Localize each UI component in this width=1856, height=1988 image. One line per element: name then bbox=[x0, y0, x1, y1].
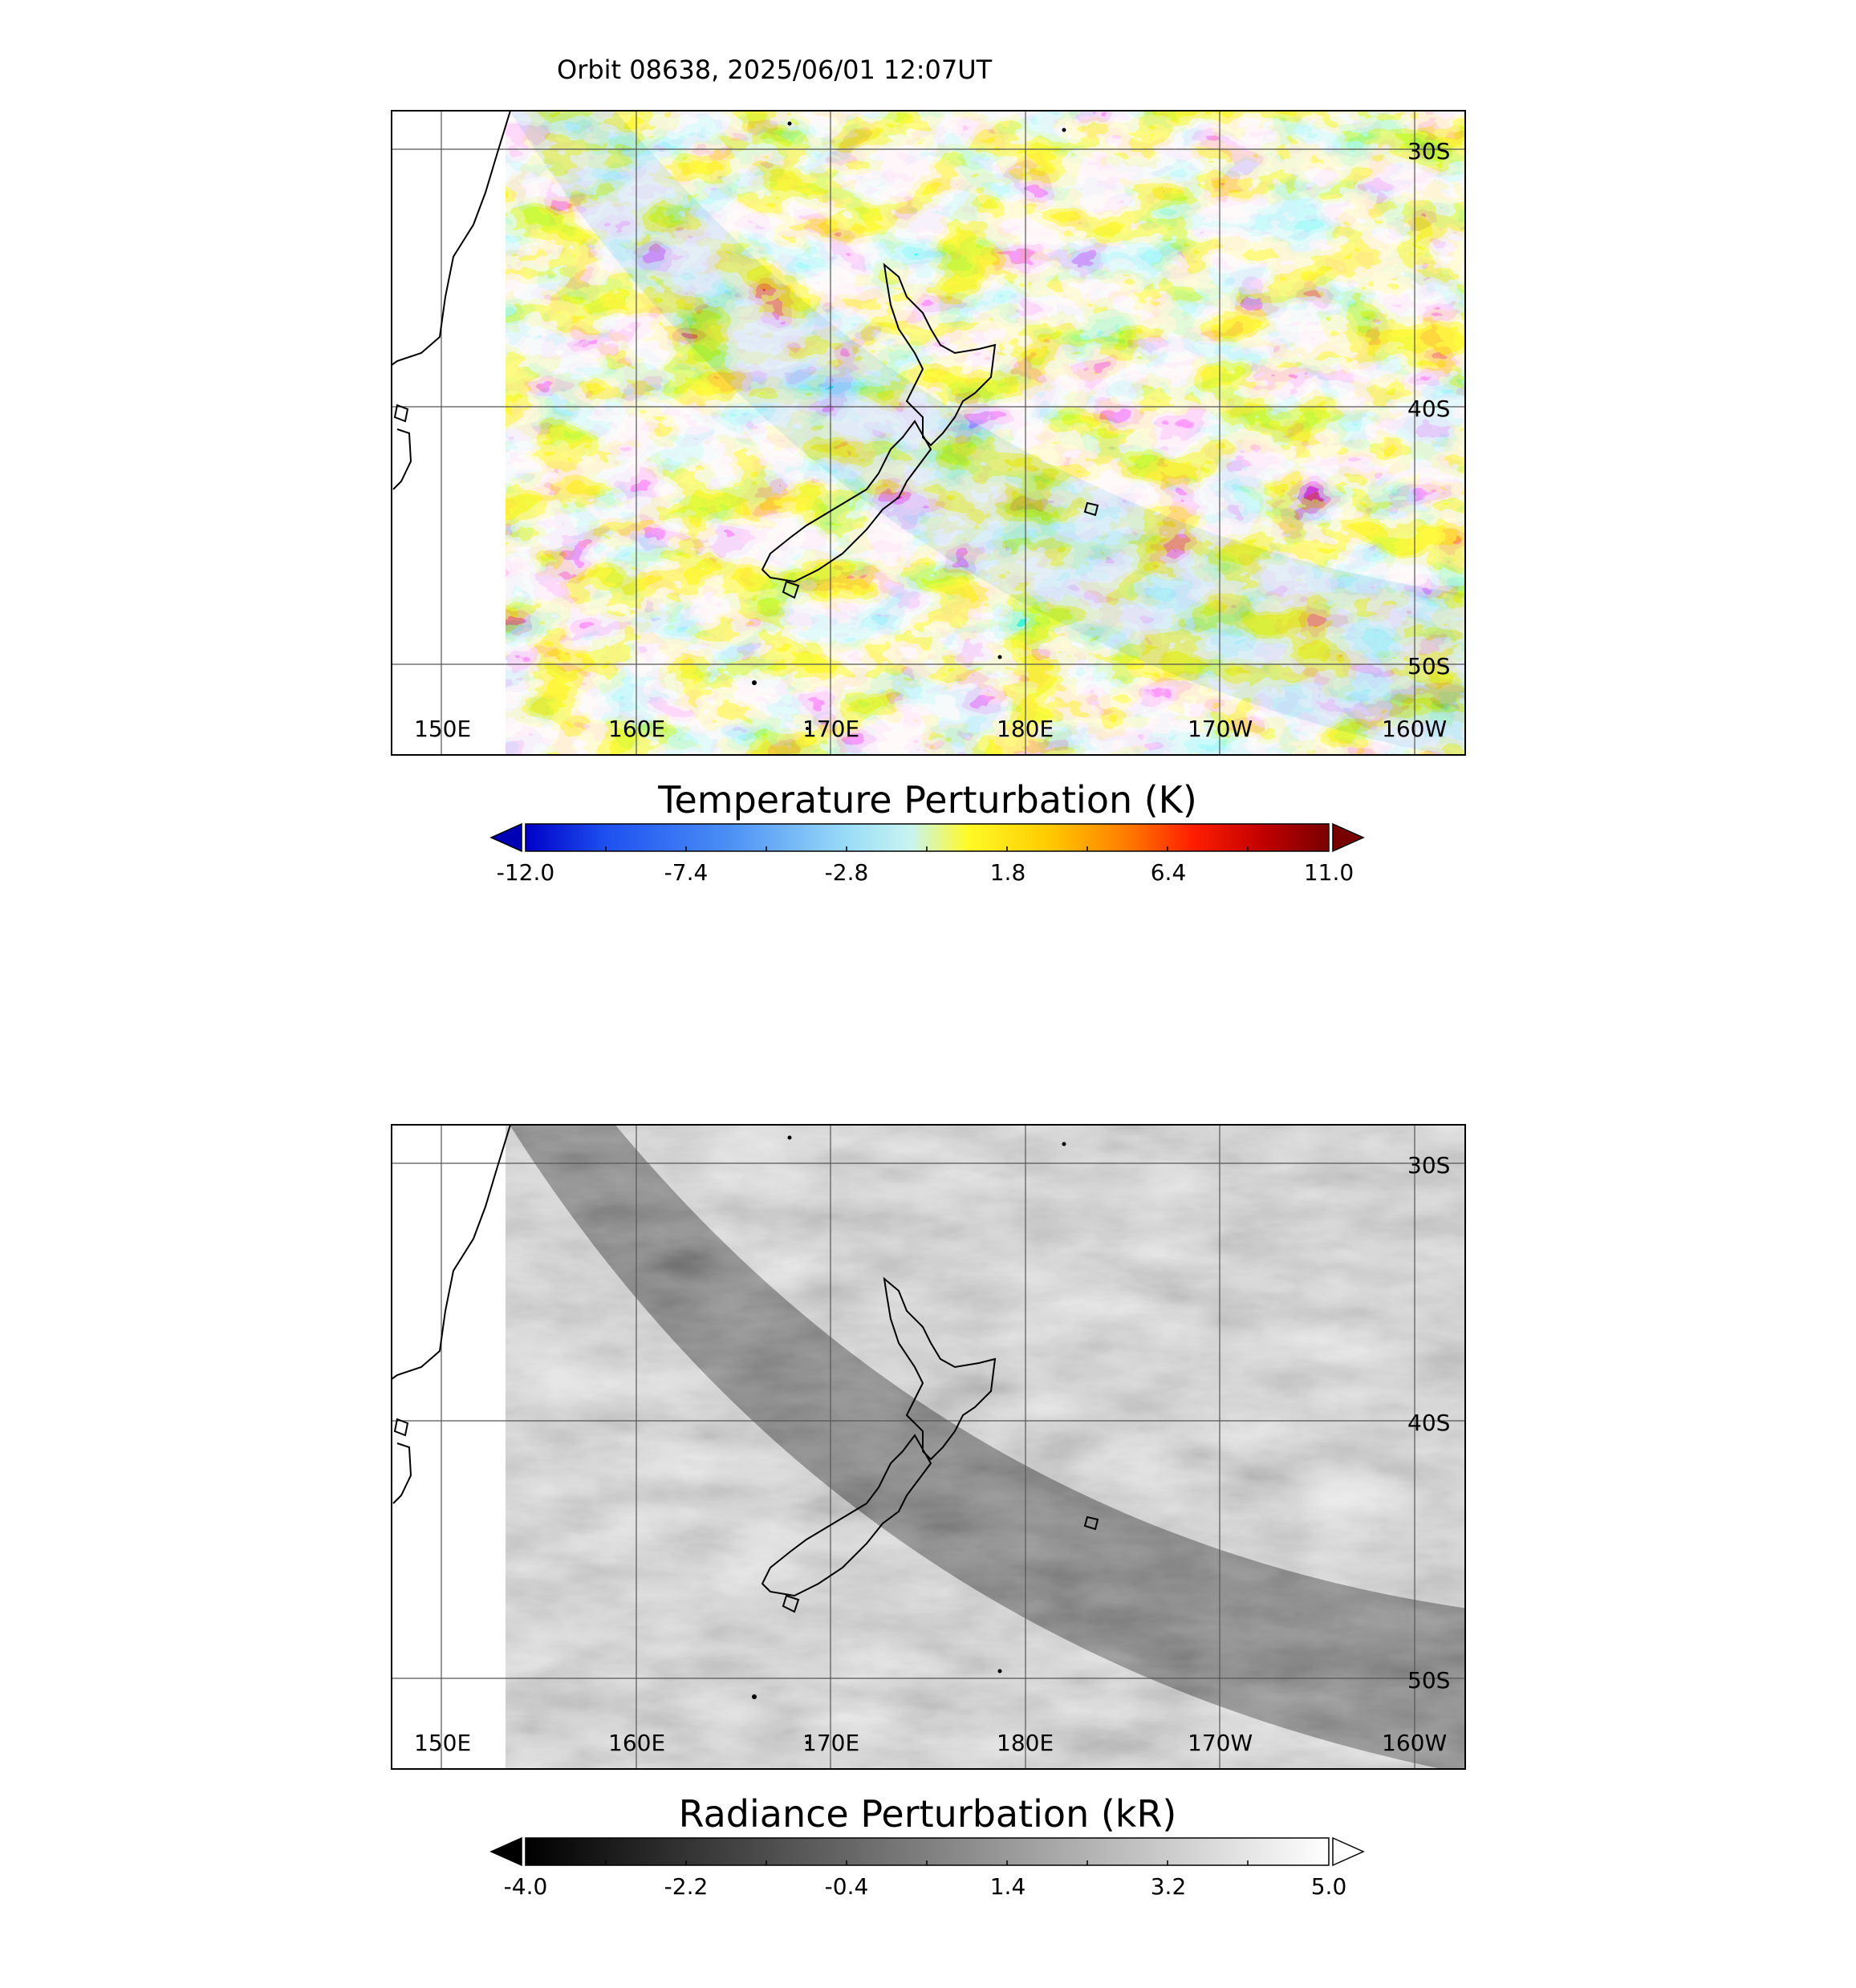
colorbar-tick-label: 1.4 bbox=[990, 1873, 1026, 1900]
colorbar-tick-label: 6.4 bbox=[1151, 859, 1187, 886]
colorbar-high-arrow bbox=[1332, 1836, 1365, 1867]
tasmania-coast bbox=[392, 1418, 412, 1504]
lon-label: 160E bbox=[608, 1730, 665, 1756]
stewart-island bbox=[782, 580, 800, 599]
temperature-colorbar: Temperature Perturbation (K) -12.0 -7.4 … bbox=[489, 778, 1365, 886]
lat-label: 40S bbox=[1407, 1410, 1450, 1436]
chatham-island bbox=[1083, 501, 1099, 517]
small-islands bbox=[752, 1135, 1066, 1744]
lon-labels-top: 150E 160E 170E 180E 170W 160W bbox=[414, 716, 1447, 742]
colorbar-tick-label: 11.0 bbox=[1304, 859, 1354, 886]
colorbar-tick-label: -2.2 bbox=[664, 1873, 709, 1900]
temperature-colorbar-title: Temperature Perturbation (K) bbox=[657, 778, 1197, 822]
lon-label: 170W bbox=[1188, 716, 1253, 742]
nz-north-island bbox=[883, 262, 997, 447]
colorbar-tick-label: -12.0 bbox=[497, 859, 554, 886]
lat-label: 30S bbox=[1407, 1152, 1450, 1179]
colorbar-tick-label: 3.2 bbox=[1151, 1873, 1187, 1900]
lat-labels-bottom: 30S 40S 50S bbox=[1407, 1152, 1450, 1694]
colorbar-tick-label: -2.8 bbox=[825, 859, 869, 886]
lon-label: 180E bbox=[997, 716, 1054, 742]
chatham-island bbox=[1083, 1515, 1099, 1531]
graticule bbox=[392, 1125, 1465, 1769]
lon-label: 160E bbox=[608, 716, 665, 742]
stewart-island bbox=[782, 1594, 800, 1613]
colorbar-low-arrow bbox=[489, 822, 522, 853]
colorbar-tick-label: 5.0 bbox=[1311, 1873, 1347, 1900]
lon-label: 180E bbox=[997, 1730, 1054, 1756]
lon-label: 170W bbox=[1188, 1730, 1253, 1756]
australia-coast bbox=[392, 111, 511, 366]
lon-label: 170E bbox=[802, 716, 859, 742]
australia-coast bbox=[392, 1125, 511, 1380]
nz-south-island bbox=[761, 1434, 932, 1597]
temperature-map: 150E 160E 170E 180E 170W 160W 30S 40S 50… bbox=[391, 110, 1466, 756]
colorbar-tick-label: -0.4 bbox=[825, 1873, 869, 1900]
tasmania-coast bbox=[392, 404, 412, 490]
lon-labels-bottom: 150E 160E 170E 180E 170W 160W bbox=[414, 1730, 1447, 1756]
nz-south-island bbox=[761, 420, 932, 583]
small-islands bbox=[752, 121, 1066, 730]
lat-label: 40S bbox=[1407, 396, 1450, 422]
lat-label: 50S bbox=[1407, 653, 1450, 680]
lon-label: 170E bbox=[802, 1730, 859, 1756]
lon-label: 160W bbox=[1382, 1730, 1447, 1756]
lon-label: 150E bbox=[414, 716, 471, 742]
colorbar-low-arrow bbox=[489, 1836, 522, 1867]
radiance-colorbar: Radiance Perturbation (kR) -4.0 -2.2 -0.… bbox=[489, 1792, 1365, 1900]
lon-label: 150E bbox=[414, 1730, 471, 1756]
graticule bbox=[392, 111, 1465, 755]
coastline bbox=[392, 1125, 1099, 1613]
lat-label: 50S bbox=[1407, 1667, 1450, 1694]
temperature-swath-texture bbox=[510, 111, 1465, 755]
lat-labels-top: 30S 40S 50S bbox=[1407, 138, 1450, 680]
radiance-map: 150E 160E 170E 180E 170W 160W 30S 40S 50… bbox=[391, 1124, 1466, 1770]
colorbar-tick-label: -4.0 bbox=[504, 1873, 548, 1900]
colorbar-high-arrow bbox=[1332, 822, 1365, 853]
radiance-swath-texture bbox=[510, 1125, 1465, 1769]
temperature-map-frame bbox=[391, 110, 1466, 756]
lon-label: 160W bbox=[1382, 716, 1447, 742]
colorbar-tick-label: 1.8 bbox=[990, 859, 1026, 886]
lat-label: 30S bbox=[1407, 138, 1450, 164]
coastline bbox=[392, 111, 1099, 599]
radiance-colorbar-title: Radiance Perturbation (kR) bbox=[679, 1792, 1177, 1836]
radiance-map-frame bbox=[391, 1124, 1466, 1770]
orbit-title: Orbit 08638, 2025/06/01 12:07UT bbox=[557, 55, 993, 85]
colorbar-tick-label: -7.4 bbox=[664, 859, 709, 886]
nz-north-island bbox=[883, 1276, 997, 1461]
